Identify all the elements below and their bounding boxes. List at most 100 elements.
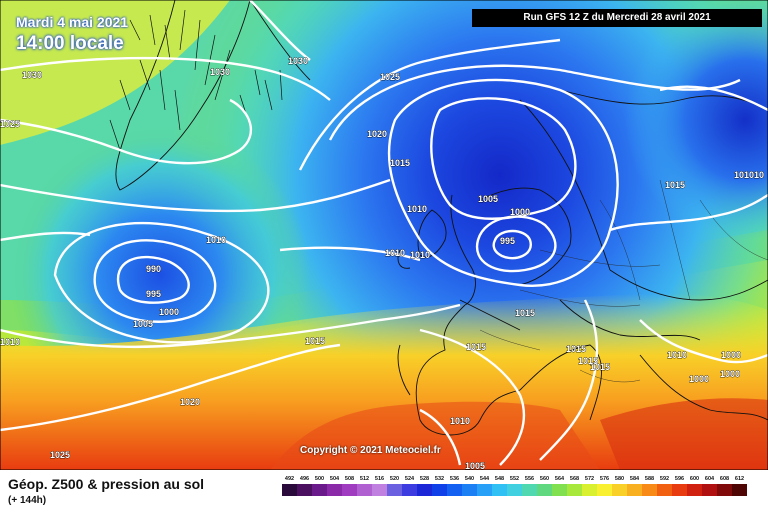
scale-tick-label: 528 [420, 476, 429, 482]
isobar-label: 990 [146, 264, 161, 274]
scale-tick-label: 536 [450, 476, 459, 482]
scale-swatch [432, 484, 447, 496]
scale-tick-label: 592 [660, 476, 669, 482]
geopotential-map[interactable]: 1030 103010301025102510251020102010151015… [0, 0, 768, 470]
color-scale-legend: 492 496 500 504 508 512 516 520 524 528 532 536 540 5… [282, 476, 747, 496]
scale-tick-label: 576 [600, 476, 609, 482]
scale-swatch [582, 484, 597, 496]
scale-tick-label: 604 [705, 476, 715, 482]
scale-swatch [372, 484, 387, 496]
isobar-label: 1015 [590, 362, 610, 372]
scale-tick-label: 556 [525, 476, 534, 482]
scale-tick-label: 492 [285, 476, 294, 482]
scale-tick-label: 568 [570, 476, 579, 482]
scale-tick-label: 588 [645, 476, 654, 482]
scale-swatch [402, 484, 417, 496]
scale-swatch [687, 484, 702, 496]
scale-tick-label: 520 [390, 476, 399, 482]
scale-swatch [462, 484, 477, 496]
scale-tick-label: 548 [495, 476, 504, 482]
scale-swatch [387, 484, 402, 496]
scale-tick-label: 580 [615, 476, 624, 482]
scale-tick-label: 540 [465, 476, 474, 482]
isobar-label: 1010 [450, 416, 470, 426]
scale-swatch [672, 484, 687, 496]
scale-tick-label: 500 [315, 476, 324, 482]
isobar-label: 1025 [380, 72, 400, 82]
isobar-label: 101010 [734, 170, 764, 180]
isobar-label: 1010 [0, 337, 20, 347]
isobar-label: 995 [146, 289, 161, 299]
isobar-label: 1010 [385, 248, 405, 258]
scale-swatch [417, 484, 432, 496]
isobar-label: 1000 [159, 307, 179, 317]
isobars [0, 0, 768, 466]
isobar-label: 1005 [133, 319, 153, 329]
scale-tick-label: 508 [345, 476, 354, 482]
isobar-label: 1030 [288, 56, 308, 66]
scale-swatch [612, 484, 627, 496]
isobar-label: 1000 [721, 350, 741, 360]
forecast-local-time: 14:00 locale [16, 33, 124, 54]
scale-swatch [732, 484, 747, 496]
scale-swatch [327, 484, 342, 496]
isobar-label: 1000 [689, 374, 709, 384]
scale-tick-label: 516 [375, 476, 384, 482]
scale-swatch [357, 484, 372, 496]
isobar-label: 1030 [210, 67, 230, 77]
scale-swatch [342, 484, 357, 496]
isobar-label: 1025 [50, 450, 70, 460]
scale-tick-label: 560 [540, 476, 549, 482]
isobar-label: 1005 [478, 194, 498, 204]
scale-swatch [477, 484, 492, 496]
copyright-notice: Copyright © 2021 Meteociel.fr [300, 445, 441, 456]
isobar-label: 1005 [465, 461, 485, 470]
footer-bar: Géop. Z500 & pression au sol (+ 144h) 49… [0, 470, 768, 512]
isobar-label: 1010 [206, 235, 226, 245]
isobar-labels: 1030 103010301025102510251020102010151015… [0, 56, 764, 470]
scale-swatch [507, 484, 522, 496]
scale-tick-label: 600 [690, 476, 699, 482]
scale-swatch [492, 484, 507, 496]
scale-tick-label: 596 [675, 476, 684, 482]
scale-swatch [522, 484, 537, 496]
isobar-label: 995 [500, 236, 515, 246]
isobar-label: 1020 [367, 129, 387, 139]
isobar-label: 1015 [665, 180, 685, 190]
isobar-label: 1010 [410, 250, 430, 260]
scale-tick-label: 612 [735, 476, 744, 482]
isobar-label: 1000 [510, 207, 530, 217]
scale-swatch [567, 484, 582, 496]
scale-tick-label: 544 [480, 476, 490, 482]
isobar-label: 1015 [390, 158, 410, 168]
isobar-label: 1010 [667, 350, 687, 360]
scale-tick-label: 504 [330, 476, 340, 482]
isobar-label: 1015 [515, 308, 535, 318]
isobar-label: 1015 [566, 344, 586, 354]
scale-swatch [312, 484, 327, 496]
scale-tick-label: 524 [405, 476, 415, 482]
scale-tick-label: 512 [360, 476, 369, 482]
scale-tick-label: 496 [300, 476, 309, 482]
scale-swatch [282, 484, 297, 496]
scale-swatch [702, 484, 717, 496]
model-run-banner: Run GFS 12 Z du Mercredi 28 avril 2021 [472, 9, 762, 27]
scale-tick-label: 572 [585, 476, 594, 482]
scale-swatch [297, 484, 312, 496]
forecast-date: Mardi 4 mai 2021 [16, 14, 129, 30]
scale-swatch [717, 484, 732, 496]
isobar-label: 1030 [22, 70, 42, 80]
isobar-label: 1010 [407, 204, 427, 214]
scale-swatch [447, 484, 462, 496]
isobar-label: 1020 [180, 397, 200, 407]
scale-swatch [597, 484, 612, 496]
product-title: Géop. Z500 & pression au sol [8, 476, 205, 492]
borders [479, 179, 768, 383]
isobar-label: 1000 [720, 369, 740, 379]
isobar-label: 1015 [305, 336, 325, 346]
scale-tick-label: 584 [630, 476, 640, 482]
scale-swatch [552, 484, 567, 496]
scale-swatch [642, 484, 657, 496]
scale-swatch [657, 484, 672, 496]
